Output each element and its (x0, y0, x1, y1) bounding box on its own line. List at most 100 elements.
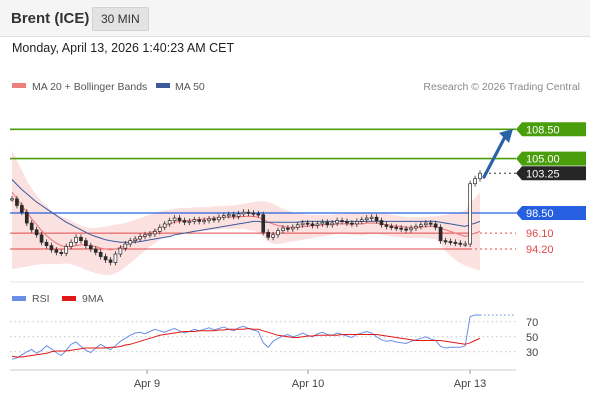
candle (153, 231, 157, 235)
copyright-text: Research © 2026 Trading Central (423, 81, 580, 93)
candle (281, 227, 285, 231)
candle (79, 236, 83, 242)
candle (133, 238, 137, 242)
candle (192, 219, 197, 222)
candle (320, 221, 325, 225)
candle (271, 234, 275, 238)
candle (335, 220, 339, 224)
pivot-label-box (516, 206, 586, 221)
candle (438, 226, 443, 242)
candle (295, 224, 300, 228)
resistance-label-0: 108.50 (516, 122, 586, 137)
candle (207, 218, 211, 221)
candle (217, 216, 221, 221)
candle (359, 219, 364, 222)
candle (103, 256, 108, 261)
candle (414, 226, 418, 229)
candle (458, 242, 463, 245)
candle (222, 215, 226, 218)
rsi-line (11, 314, 480, 360)
rsi-tick-label-70: 70 (526, 317, 538, 329)
rsi-ma-line (11, 327, 481, 358)
candle (468, 183, 472, 245)
candle (54, 249, 59, 253)
candle (24, 211, 29, 224)
candle (39, 234, 44, 243)
candle (340, 220, 344, 223)
candle (167, 220, 172, 225)
legend-label-ma50: MA 50 (175, 81, 205, 93)
candle (64, 246, 69, 254)
legend-swatch-ma20 (12, 83, 26, 88)
candle (286, 227, 290, 230)
candle (379, 220, 384, 226)
candle (305, 222, 310, 225)
candle (236, 213, 241, 217)
candle (374, 216, 379, 221)
candle (350, 222, 354, 225)
candle (478, 172, 482, 180)
candle (69, 241, 73, 247)
candle (113, 253, 118, 263)
projection-arrow-head (499, 128, 513, 143)
rsi-tick-label-30: 30 (526, 347, 538, 359)
candle (34, 229, 39, 236)
candle (276, 230, 280, 236)
candle (202, 220, 206, 223)
candle (148, 233, 152, 236)
candle (138, 236, 142, 240)
legend-label-rsi-ma: 9MA (82, 293, 104, 305)
rsi-plot-area: 30 50 70 (10, 314, 538, 360)
resistance-label-text: 108.50 (526, 124, 560, 136)
chart-header: Brent (ICE) 30 MIN (0, 0, 590, 37)
candle (419, 224, 423, 227)
candle (157, 226, 162, 232)
support-label-4: 96.10 (526, 228, 554, 240)
candle (448, 241, 453, 244)
candle (473, 178, 477, 185)
candle (123, 243, 128, 249)
legend-label-rsi: RSI (32, 293, 50, 305)
candle (423, 222, 428, 226)
candle (409, 227, 413, 231)
candle (84, 240, 88, 247)
candle (108, 259, 113, 263)
candle (93, 248, 98, 253)
legend-swatch-rsi-ma (62, 296, 76, 301)
candle (315, 223, 320, 226)
candle (463, 243, 468, 246)
candle (118, 247, 123, 255)
candle (310, 223, 315, 226)
candle (330, 222, 335, 226)
candle (399, 227, 404, 230)
candle (88, 245, 93, 250)
candle (453, 241, 458, 244)
candle (433, 223, 438, 228)
candle (231, 214, 236, 217)
last-label-2: 103.25 (516, 166, 586, 181)
candle (59, 252, 64, 254)
resistance-label-box (516, 151, 586, 166)
main-legend: MA 20 + Bollinger Bands MA 50 (12, 81, 205, 93)
ma50-line (11, 179, 481, 243)
legend-swatch-ma50 (156, 83, 170, 88)
last-label-text: 103.25 (526, 168, 560, 180)
candle (44, 241, 49, 247)
instrument-title: Brent (ICE) (11, 10, 90, 27)
rsi-tick-label-50: 50 (526, 332, 538, 344)
pivot-label-3: 98.50 (516, 206, 586, 221)
rsi-legend: RSI 9MA (12, 293, 104, 305)
resistance-label-1: 105.00 (516, 151, 586, 166)
legend-label-ma20: MA 20 + Bollinger Bands (32, 81, 147, 93)
candle (300, 222, 305, 226)
candle (177, 217, 182, 221)
time-tick-label: Apr 9 (134, 378, 160, 390)
candle (15, 198, 19, 206)
main-plot-area: 108.50 105.00 103.25 98.50 96.10 94.20 (10, 122, 586, 275)
candle (29, 222, 34, 231)
pivot-label-text: 98.50 (526, 208, 554, 220)
interval-button[interactable]: 30 MIN (92, 7, 149, 31)
candle (241, 211, 246, 215)
candle (20, 205, 24, 213)
candle (187, 221, 192, 223)
